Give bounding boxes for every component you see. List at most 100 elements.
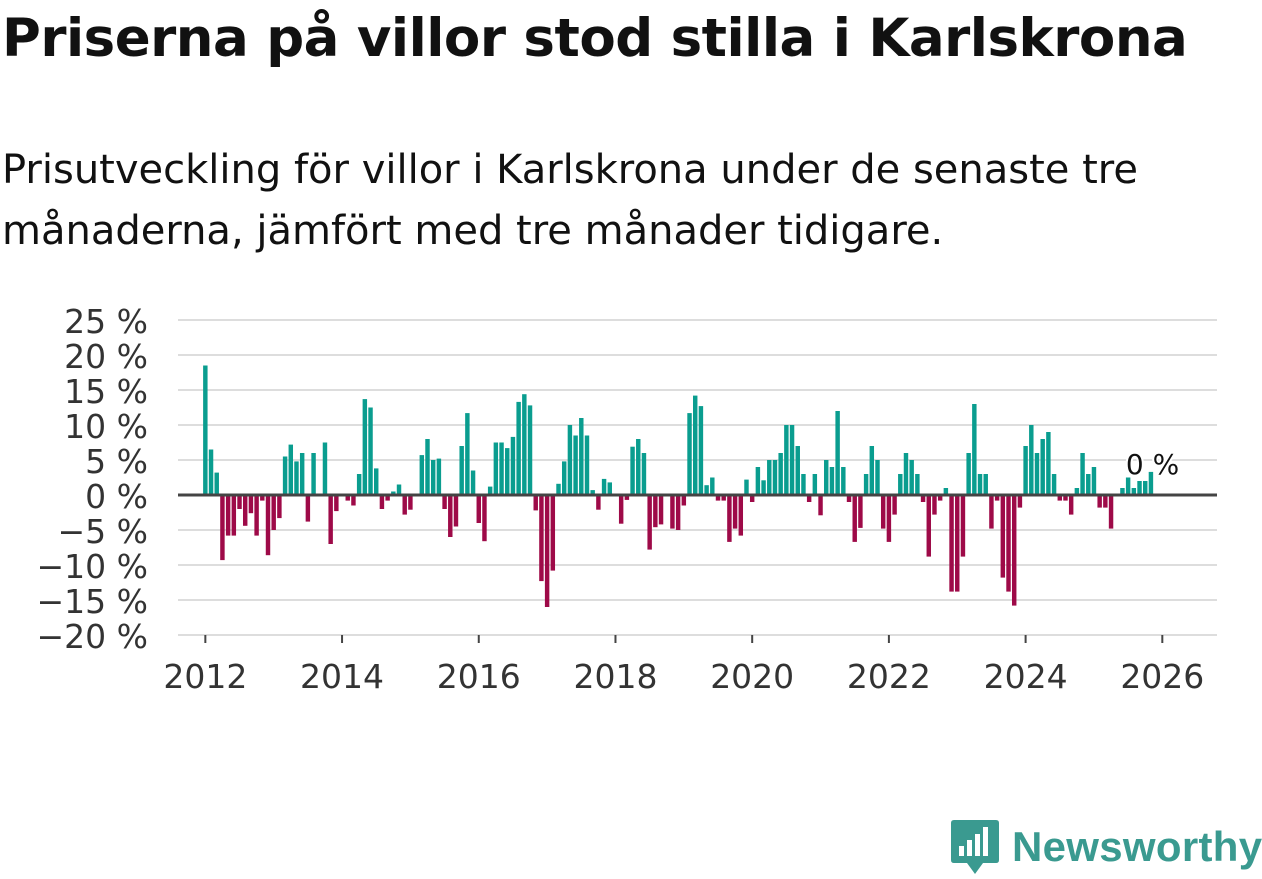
bar[interactable] (556, 483, 561, 495)
bar[interactable] (721, 495, 726, 501)
bar[interactable] (430, 460, 436, 495)
bar[interactable] (254, 495, 259, 536)
bar[interactable] (692, 395, 698, 495)
bar[interactable] (1034, 453, 1040, 495)
bar[interactable] (898, 474, 903, 495)
bar[interactable] (220, 495, 225, 561)
bar[interactable] (1068, 495, 1074, 515)
bar[interactable] (271, 495, 276, 530)
bar[interactable] (806, 495, 812, 502)
bar[interactable] (231, 495, 237, 536)
bar[interactable] (1017, 495, 1023, 508)
bar[interactable] (237, 495, 242, 509)
bar[interactable] (601, 478, 607, 495)
bar[interactable] (926, 495, 931, 557)
bar[interactable] (812, 474, 818, 495)
bar[interactable] (277, 495, 282, 519)
bar[interactable] (880, 495, 886, 529)
bar[interactable] (1057, 495, 1063, 501)
newsworthy-brand[interactable]: Newsworthy (950, 818, 1262, 876)
bar[interactable] (977, 474, 983, 495)
bar[interactable] (465, 413, 470, 495)
bar[interactable] (294, 461, 299, 495)
bar[interactable] (949, 495, 954, 592)
bar[interactable] (1063, 495, 1068, 501)
bar[interactable] (1131, 488, 1137, 495)
bar[interactable] (698, 406, 704, 495)
bar[interactable] (1091, 467, 1097, 495)
bar[interactable] (658, 495, 664, 525)
bar[interactable] (499, 442, 504, 496)
bar[interactable] (1051, 474, 1057, 495)
bar[interactable] (727, 495, 732, 542)
bar[interactable] (265, 495, 271, 556)
bar[interactable] (846, 495, 852, 502)
bar[interactable] (305, 495, 311, 522)
bar[interactable] (778, 453, 783, 495)
bar[interactable] (767, 460, 772, 495)
bar[interactable] (932, 495, 937, 515)
bar[interactable] (1120, 488, 1125, 495)
bar[interactable] (311, 453, 316, 495)
bar[interactable] (590, 490, 595, 495)
bar[interactable] (505, 448, 510, 495)
bar[interactable] (567, 425, 573, 495)
bar[interactable] (835, 411, 840, 495)
bar[interactable] (322, 442, 328, 496)
bar[interactable] (527, 405, 533, 495)
bar[interactable] (903, 453, 909, 495)
bar[interactable] (1125, 477, 1131, 496)
bar[interactable] (248, 495, 254, 514)
bar[interactable] (937, 495, 943, 501)
bar[interactable] (818, 495, 823, 516)
bar[interactable] (482, 495, 487, 542)
bar[interactable] (442, 495, 447, 509)
bar[interactable] (744, 479, 749, 495)
bar[interactable] (915, 474, 920, 495)
bar[interactable] (989, 495, 994, 529)
bar[interactable] (710, 477, 715, 496)
bar[interactable] (203, 365, 208, 496)
bar[interactable] (892, 495, 897, 515)
bar[interactable] (476, 495, 481, 523)
bar[interactable] (789, 425, 795, 495)
bar[interactable] (824, 460, 829, 495)
bar[interactable] (795, 446, 800, 495)
bar[interactable] (983, 474, 988, 495)
bar[interactable] (408, 495, 413, 510)
bar[interactable] (288, 444, 294, 495)
bar[interactable] (260, 495, 265, 501)
bar[interactable] (772, 460, 778, 495)
bar[interactable] (1108, 495, 1114, 529)
bar[interactable] (732, 495, 738, 529)
bar[interactable] (459, 446, 464, 495)
bar[interactable] (596, 495, 601, 510)
bar[interactable] (544, 495, 550, 607)
bar[interactable] (1040, 439, 1045, 495)
bar[interactable] (966, 453, 971, 495)
bar[interactable] (943, 488, 949, 495)
bar[interactable] (579, 418, 584, 495)
bar[interactable] (1029, 425, 1034, 495)
bar[interactable] (1137, 481, 1142, 495)
bar[interactable] (1080, 453, 1085, 495)
bar[interactable] (607, 482, 612, 495)
bar[interactable] (396, 484, 402, 496)
bar[interactable] (345, 495, 350, 501)
bar[interactable] (242, 495, 248, 526)
bar[interactable] (299, 453, 305, 495)
bar[interactable] (510, 436, 516, 495)
bar[interactable] (493, 442, 499, 496)
bar[interactable] (419, 455, 425, 495)
bar[interactable] (1074, 488, 1080, 495)
bar[interactable] (1006, 495, 1011, 592)
bar[interactable] (909, 460, 914, 495)
bar[interactable] (960, 495, 966, 557)
bar[interactable] (653, 495, 658, 528)
bar[interactable] (1011, 495, 1017, 606)
bar[interactable] (328, 495, 333, 544)
bar[interactable] (1046, 432, 1051, 495)
bar[interactable] (886, 495, 892, 542)
bar[interactable] (282, 456, 288, 496)
bar[interactable] (675, 495, 681, 530)
